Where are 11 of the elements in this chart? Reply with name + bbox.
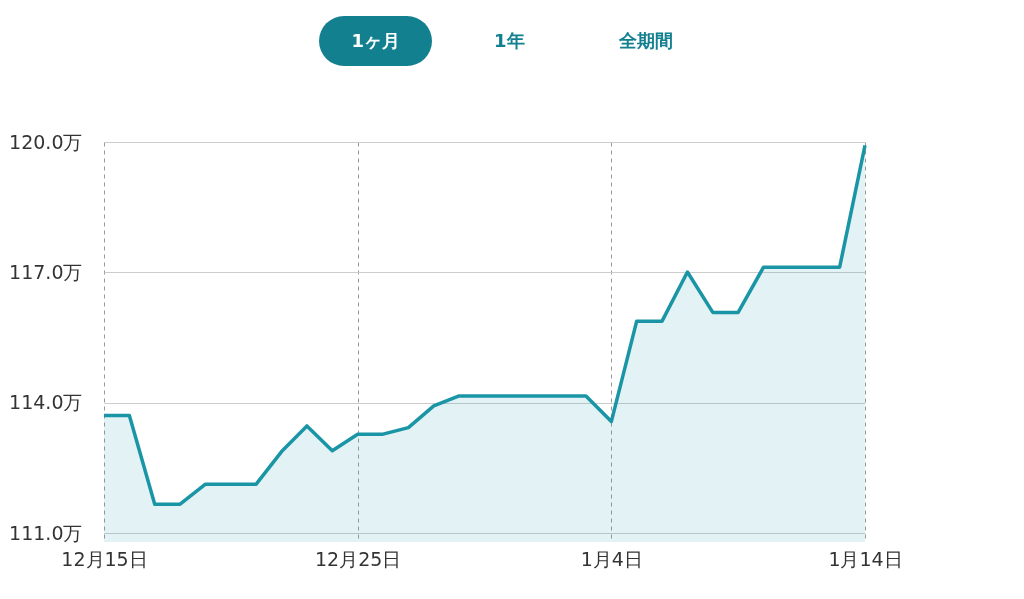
x-tick-label: 1月4日	[580, 547, 643, 570]
text: 全期間	[586, 16, 705, 66]
y-tick-label: 111.0万	[9, 521, 83, 544]
x-tick-label: 12月25日	[314, 547, 402, 570]
text: 1年	[462, 16, 557, 66]
x-tick-label: 1月14日	[828, 547, 903, 570]
y-tick-label: 114.0万	[9, 391, 83, 414]
x-tick-label: 12月15日	[61, 547, 148, 570]
y-tick-label: 120.0万	[9, 130, 83, 153]
text: 1ヶ月	[319, 16, 432, 66]
y-tick-label: 117.0万	[9, 260, 83, 283]
